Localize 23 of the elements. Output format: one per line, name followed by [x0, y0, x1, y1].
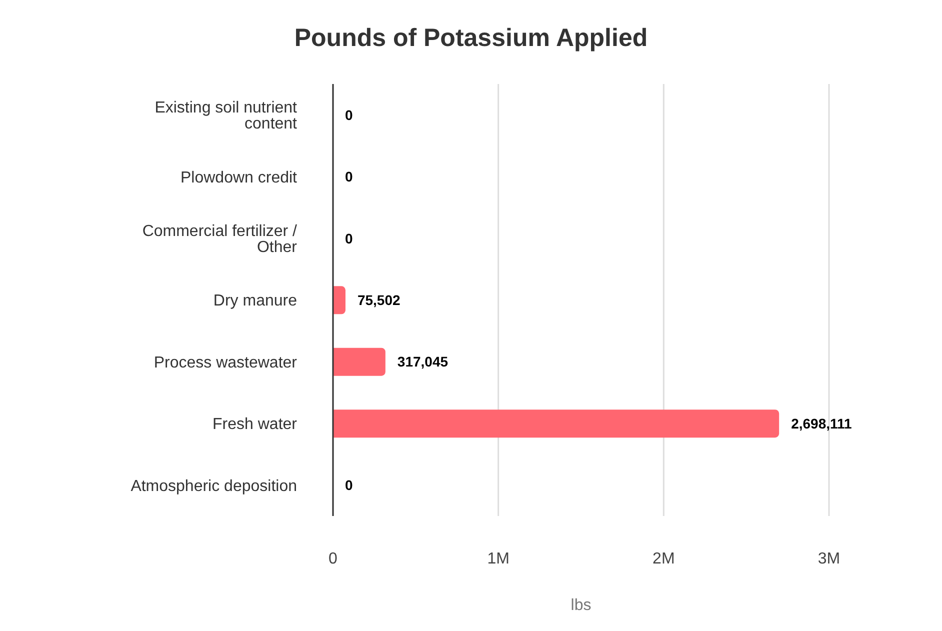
y-tick-label: Existing soil nutrient content — [154, 100, 298, 133]
y-tick-label: Process wastewater — [154, 354, 298, 372]
chart-title: Pounds of Potassium Applied — [293, 24, 649, 53]
data-label: 0 — [345, 477, 353, 494]
data-label: 0 — [345, 106, 353, 123]
x-tick-label: 2M — [652, 550, 675, 568]
data-label: 0 — [345, 168, 353, 185]
data-label: 317,045 — [397, 354, 448, 370]
bar — [333, 286, 346, 314]
data-label: 75,502 — [357, 292, 401, 308]
bar — [333, 348, 386, 376]
x-tick-label: 3M — [818, 550, 840, 568]
x-axis-title: lbs — [570, 597, 592, 614]
y-tick-label: Plowdown credit — [180, 169, 298, 186]
x-tick-label: 1M — [487, 550, 510, 568]
y-tick-label: Dry manure — [213, 292, 298, 310]
y-tick-label: Fresh water — [212, 416, 298, 434]
bar — [333, 410, 780, 438]
x-tick-label: 0 — [328, 550, 338, 568]
y-tick-label: Commercial fertilizer / Other — [142, 222, 298, 256]
y-tick-label: Atmospheric deposition — [130, 478, 297, 495]
data-label: 2,698,111 — [791, 415, 852, 432]
data-label: 0 — [345, 230, 353, 246]
